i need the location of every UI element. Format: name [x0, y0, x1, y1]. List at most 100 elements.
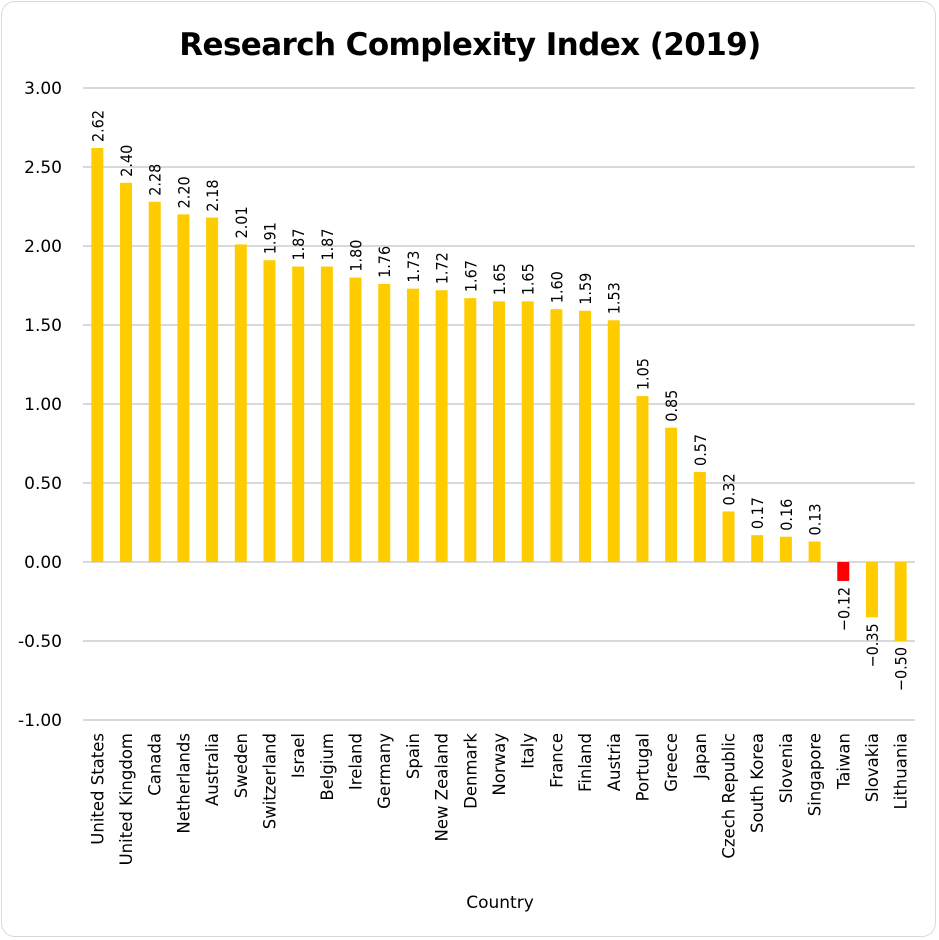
data-label: 1.91: [260, 222, 279, 254]
x-tick-label: Japan: [691, 733, 710, 780]
bar-singapore: [808, 541, 821, 562]
data-label: 2.28: [146, 164, 165, 196]
bar-slovenia: [779, 536, 792, 562]
bar-finland: [579, 310, 592, 562]
data-label: −0.35: [863, 623, 882, 667]
x-tick-label: Lithuania: [892, 733, 911, 809]
x-tick-label: France: [547, 733, 566, 788]
y-tick-label: 0.50: [24, 474, 62, 494]
data-label: 1.59: [576, 273, 595, 305]
bar-israel: [292, 266, 305, 562]
x-tick-label: Austria: [605, 733, 624, 791]
bar-france: [550, 309, 563, 562]
bar-belgium: [320, 266, 333, 562]
data-label: 0.16: [777, 499, 796, 531]
data-label: 1.65: [490, 263, 509, 295]
bar-ireland: [349, 277, 362, 562]
x-tick-label: Singapore: [806, 733, 825, 816]
data-label: 0.32: [720, 473, 739, 505]
x-tick-label: Australia: [203, 733, 222, 806]
bar-denmark: [464, 298, 477, 562]
bar-japan: [693, 471, 706, 562]
data-label: 1.05: [633, 358, 652, 390]
y-tick-label: -0.50: [18, 632, 62, 652]
x-axis-category-labels: United States United Kingdom Canada Netherl…: [88, 733, 910, 866]
bar-taiwan: [837, 562, 850, 581]
bars: [91, 148, 907, 641]
data-label: 2.40: [117, 145, 136, 177]
x-tick-label: Israel: [289, 733, 308, 778]
y-axis-ticks: 3.00 2.50 2.00 1.50 1.00 0.50 0.00 -0.50 -1.00: [18, 79, 62, 731]
data-label: 1.53: [605, 282, 624, 314]
x-tick-label: Taiwan: [834, 733, 853, 790]
bar-switzerland: [263, 260, 276, 562]
x-tick-label: Denmark: [461, 733, 480, 809]
data-label: 0.85: [662, 390, 681, 422]
y-tick-label: -1.00: [18, 711, 62, 731]
data-label: 1.80: [347, 240, 366, 272]
data-label: 1.72: [433, 252, 452, 284]
x-tick-label: Belgium: [318, 733, 337, 801]
x-tick-label: New Zealand: [433, 733, 452, 841]
data-label: 2.18: [203, 180, 222, 212]
x-tick-label: Ireland: [347, 733, 366, 790]
data-label: −0.12: [834, 587, 853, 631]
x-tick-label: Switzerland: [260, 733, 279, 829]
bar-norway: [493, 301, 505, 562]
bar-sweden: [234, 244, 247, 563]
bar-united-kingdom: [120, 182, 133, 563]
bar-canada: [148, 201, 161, 562]
chart-title: Research Complexity Index (2019): [179, 27, 760, 63]
x-tick-label: Finland: [576, 733, 595, 792]
data-label: 2.01: [232, 206, 251, 238]
bar-italy: [521, 301, 534, 562]
y-tick-label: 0.00: [24, 553, 62, 573]
data-label: 1.60: [547, 271, 566, 303]
data-label: 1.73: [404, 251, 423, 283]
x-axis-title: Country: [466, 893, 534, 913]
bar-austria: [607, 320, 620, 562]
data-label: −0.50: [892, 647, 911, 691]
data-label: 0.57: [691, 434, 710, 466]
y-tick-label: 2.00: [24, 237, 62, 257]
data-label: 1.87: [289, 228, 308, 260]
bar-australia: [206, 217, 219, 562]
x-tick-label: Spain: [404, 733, 423, 779]
bar-netherlands: [177, 214, 190, 562]
x-tick-label: Sweden: [232, 733, 251, 798]
x-tick-label: Portugal: [633, 733, 652, 801]
data-label: 1.76: [375, 246, 394, 278]
bar-czech-republic: [722, 511, 735, 562]
data-label: 2.62: [88, 110, 107, 142]
bar-slovakia: [865, 562, 878, 618]
bar-germany: [378, 283, 391, 562]
y-tick-label: 3.00: [24, 79, 62, 99]
data-label: 1.67: [461, 260, 480, 292]
x-tick-label: Netherlands: [174, 733, 193, 834]
data-label: 1.87: [318, 228, 337, 260]
bar-lithuania: [894, 562, 907, 641]
x-tick-label: Slovenia: [777, 733, 796, 803]
data-label: 0.13: [806, 503, 825, 535]
data-label: 2.20: [174, 176, 193, 208]
x-tick-label: United States: [88, 733, 107, 845]
x-tick-label: Norway: [490, 733, 509, 796]
x-tick-label: Czech Republic: [720, 733, 739, 859]
bar-greece: [665, 427, 678, 562]
x-tick-label: Italy: [519, 733, 538, 769]
y-tick-label: 2.50: [24, 158, 62, 178]
bar-united-states: [91, 148, 104, 563]
x-tick-label: Canada: [146, 733, 165, 796]
y-tick-label: 1.50: [24, 316, 62, 336]
bar-portugal: [636, 396, 649, 562]
bar-new-zealand: [435, 290, 448, 562]
x-tick-label: Germany: [375, 733, 394, 809]
bar-spain: [406, 288, 419, 562]
x-tick-label: United Kingdom: [117, 733, 136, 865]
x-tick-label: Slovakia: [863, 733, 882, 802]
data-label: 0.17: [748, 497, 767, 529]
x-tick-label: South Korea: [748, 733, 767, 833]
data-label: 1.65: [519, 263, 538, 295]
data-labels: 2.62 2.40 2.28 2.20 2.18 2.01 1.91 1.87 1.87 1.80…: [88, 110, 910, 691]
